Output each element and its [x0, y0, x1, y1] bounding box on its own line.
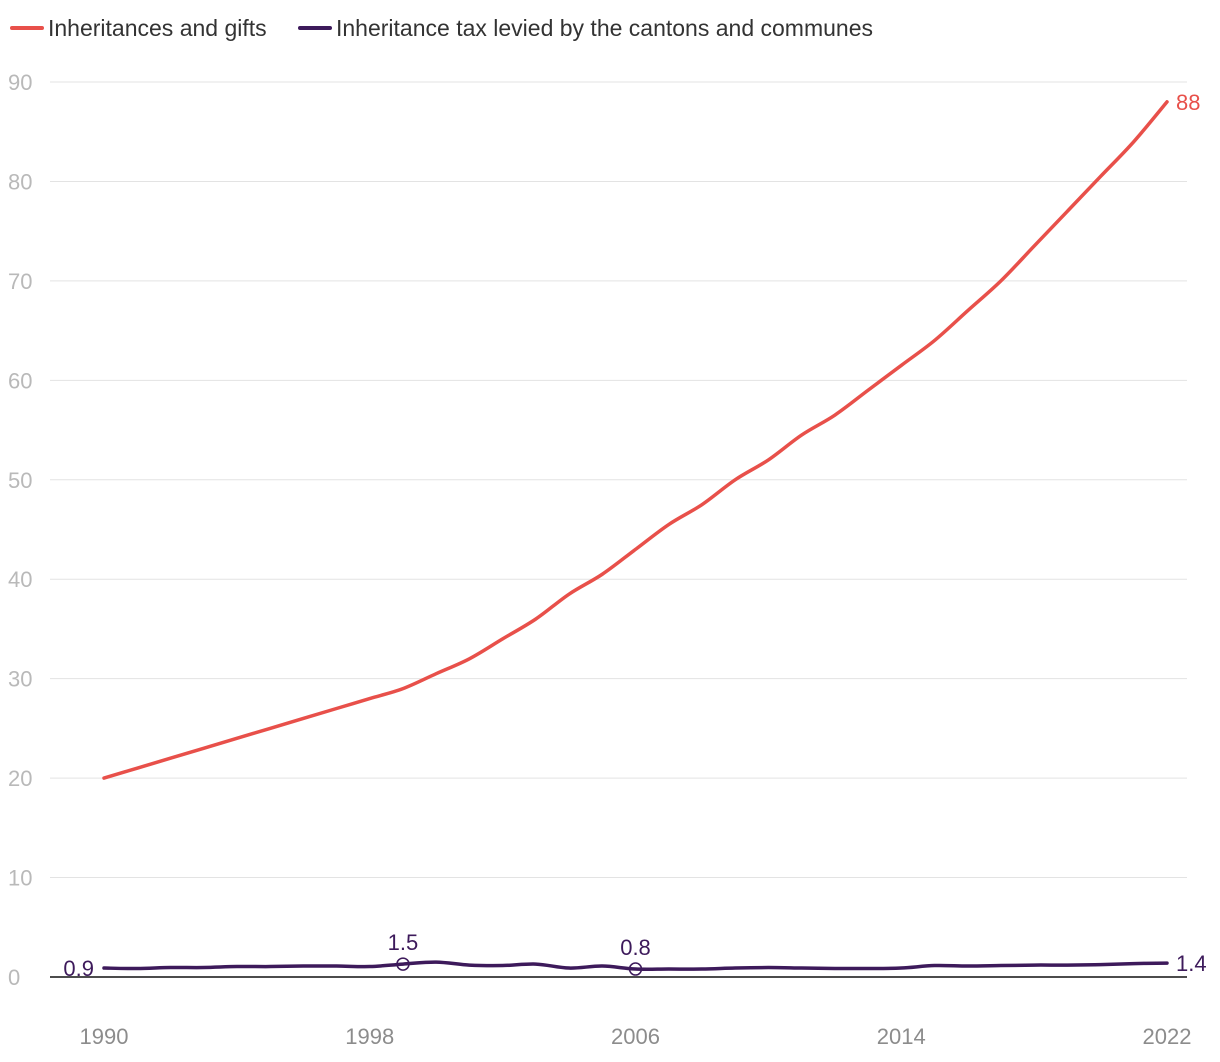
x-tick-label: 1998 [345, 1024, 394, 1049]
y-tick-label: 0 [8, 965, 20, 990]
y-tick-label: 50 [8, 468, 32, 493]
y-tick-label: 10 [8, 866, 32, 891]
grid-layer [50, 81, 1187, 879]
legend-label-inheritances: Inheritances and gifts [48, 15, 267, 41]
data-label-2022: 88 [1176, 90, 1200, 115]
data-label-2006: 0.8 [620, 935, 651, 960]
legend-label-tax: Inheritance tax levied by the cantons an… [336, 15, 873, 41]
x-tick-label: 2022 [1143, 1024, 1192, 1049]
x-tick-label: 2006 [611, 1024, 660, 1049]
series-line-inheritance-tax [102, 960, 1169, 972]
axis-layer: 0 10 20 30 40 50 60 70 80 90 1990 1998 2006 2014 2022 [8, 70, 1191, 1049]
y-tick-label: 80 [8, 169, 32, 194]
x-tick-label: 1990 [80, 1024, 129, 1049]
data-label-2022: 1.4 [1176, 951, 1207, 976]
y-tick-label: 90 [8, 70, 32, 95]
data-label-1990: 0.9 [63, 956, 94, 981]
legend: Inheritances and gifts Inheritance tax l… [10, 15, 873, 41]
series-line-inheritances-and-gifts [102, 100, 1169, 780]
data-label-1999: 1.5 [388, 930, 419, 955]
series-layer [102, 100, 1169, 972]
x-tick-label: 2014 [877, 1024, 926, 1049]
point-marker-1999 [396, 957, 410, 971]
y-tick-label: 20 [8, 766, 32, 791]
y-tick-label: 30 [8, 667, 32, 692]
y-tick-label: 40 [8, 567, 32, 592]
y-tick-label: 70 [8, 269, 32, 294]
point-marker-2006 [628, 962, 643, 976]
label-layer: 88 0.9 1.5 0.8 1.4 [63, 90, 1206, 981]
y-tick-label: 60 [8, 368, 32, 393]
